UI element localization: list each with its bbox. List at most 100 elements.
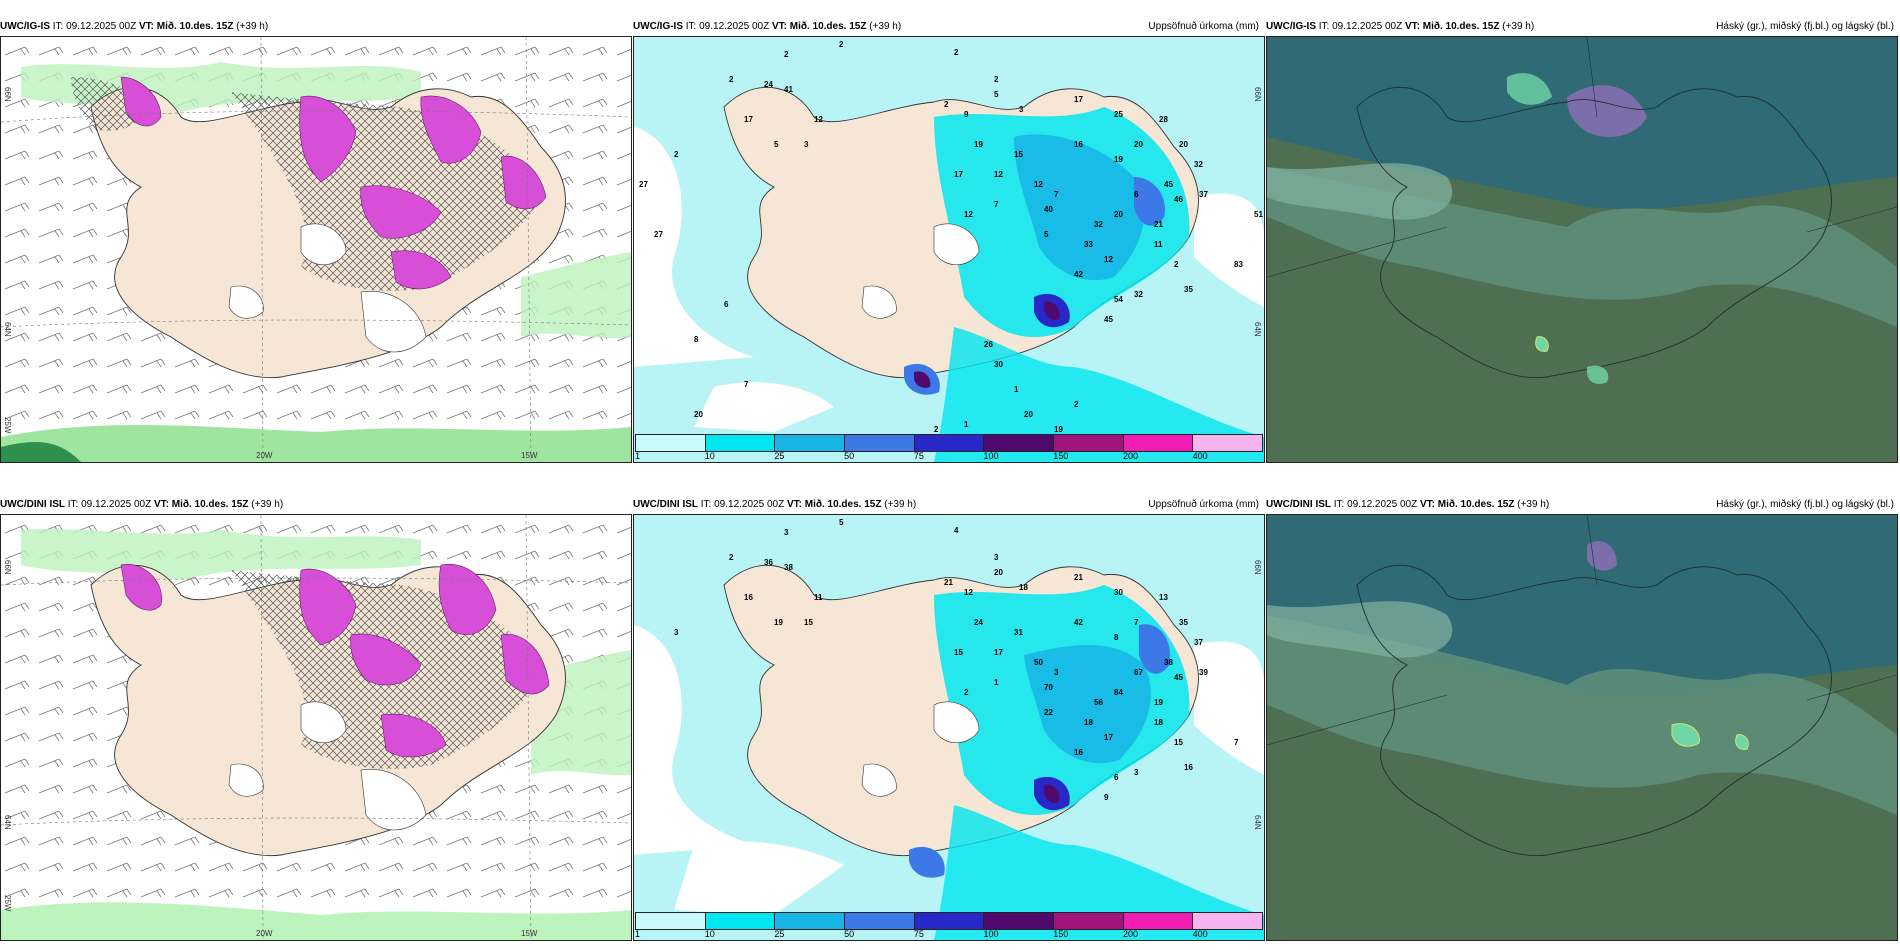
precip-value-label: 83 <box>1234 260 1243 269</box>
colorbar-swatch <box>705 913 776 929</box>
colorbar-swatch <box>1123 435 1194 451</box>
precip-value-label: 8 <box>1114 633 1119 642</box>
precip-value-label: 84 <box>1114 688 1123 697</box>
precip-value-label: 15 <box>954 648 963 657</box>
precip-value-label: 17 <box>1074 95 1083 104</box>
colorbar <box>635 434 1263 452</box>
lat-label-64n: 64N <box>3 322 12 337</box>
precip-value-label: 5 <box>774 140 779 149</box>
precip-value-label: 19 <box>774 618 783 627</box>
precip-value-label: 1 <box>1014 385 1019 394</box>
precip-value-label: 7 <box>1234 738 1239 747</box>
precip-value-label: 18 <box>1084 718 1093 727</box>
precip-value-label: 16 <box>744 593 753 602</box>
precip-value-label: 2 <box>944 100 949 109</box>
precip-value-label: 12 <box>964 210 973 219</box>
precip-value-label: 1 <box>994 678 999 687</box>
snow-heavy-areas <box>120 563 550 758</box>
precip-value-label: 21 <box>944 578 953 587</box>
valid-time: Mið. 10.des. 15Z <box>156 21 234 32</box>
cloud-high-area <box>1567 85 1647 137</box>
precip-value-label: 17 <box>744 115 753 124</box>
precip-value-label: 9 <box>964 110 969 119</box>
model-name: UWC/IG-IS <box>0 21 50 32</box>
cloud-map-1[interactable] <box>1266 36 1898 463</box>
glacier-white <box>300 223 347 265</box>
graticule <box>1 515 631 940</box>
cloud-svg-1 <box>1267 37 1897 462</box>
precip-value-label: 3 <box>1054 668 1059 677</box>
precip-value-label: 17 <box>954 170 963 179</box>
precip-value-label: 16 <box>1074 748 1083 757</box>
precip-value-label: 32 <box>1134 290 1143 299</box>
precip-value-label: 2 <box>934 425 939 434</box>
precip-value-label: 3 <box>784 528 789 537</box>
precip-value-label: 54 <box>1114 295 1123 304</box>
precip-value-label: 15 <box>804 618 813 627</box>
precip-value-label: 28 <box>1159 115 1168 124</box>
precip-value-label: 17 <box>1104 733 1113 742</box>
precip-value-label: 42 <box>1074 618 1083 627</box>
precip-value-label: 3 <box>804 140 809 149</box>
precip-value-label: 18 <box>1154 718 1163 727</box>
precip-value-label: 35 <box>1184 285 1193 294</box>
title-row-1-panel-1: UWC/IG-IS IT: 09.12.2025 00Z VT: Mið. 10… <box>0 18 630 36</box>
precip-map-2[interactable]: 5 3 4 3 2 3 36 38 16 11 19 15 21 12 20 18 24 31 15 17 21 30 42… <box>633 514 1265 941</box>
title-row-1-panel-2: UWC/IG-IS IT: 09.12.2025 00Z VT: Mið. 10… <box>633 18 1263 36</box>
precip-value-label: 45 <box>1104 315 1113 324</box>
precip-value-label: 2 <box>729 75 734 84</box>
lat-label-64n-right: 64N <box>1253 322 1262 337</box>
precip-value-label: 2 <box>674 150 679 159</box>
precip-value-label: 20 <box>694 410 703 419</box>
precip-value-label: 19 <box>1154 698 1163 707</box>
precip-value-label: 7 <box>1054 190 1059 199</box>
cloud-map-2[interactable] <box>1266 514 1898 941</box>
precip-value-label: 2 <box>1174 260 1179 269</box>
precip-value-label: 3 <box>1134 768 1139 777</box>
precip-value-label: 37 <box>1194 638 1203 647</box>
precip-value-label: 8 <box>694 335 699 344</box>
precip-value-label: 41 <box>784 85 793 94</box>
colorbar-swatch <box>636 913 706 929</box>
precip-value-label: 30 <box>994 360 1003 369</box>
precip-value-label: 40 <box>1044 205 1053 214</box>
precip-value-label: 37 <box>1199 190 1208 199</box>
precip-value-label: 26 <box>984 340 993 349</box>
title-row-1-panel-3: UWC/IG-IS IT: 09.12.2025 00Z VT: Mið. 10… <box>1266 18 1898 36</box>
precip-value-label: 16 <box>1074 140 1083 149</box>
precip-value-label: 13 <box>1159 593 1168 602</box>
precip-value-label: 46 <box>1174 195 1183 204</box>
wind-snow-svg-1 <box>1 37 631 462</box>
precip-value-label: 3 <box>674 628 679 637</box>
colorbar-swatch <box>1193 435 1263 451</box>
precip-map-1[interactable]: 2 2 2 2 2 2 24 41 17 12 5 3 2 9 5 3 19 15 17 12 17 25 16 19 20 28… <box>633 36 1265 463</box>
wind-snow-map-2[interactable]: 66N 64N 25W 20W 15W <box>0 514 632 941</box>
precip-value-label: 9 <box>1104 793 1109 802</box>
precip-value-label: 27 <box>654 230 663 239</box>
precip-value-label: 7 <box>744 380 749 389</box>
colorbar-swatch <box>705 435 776 451</box>
precip-value-label: 24 <box>974 618 983 627</box>
lat-label-66n-right: 66N <box>1253 87 1262 102</box>
valid-label: VT: <box>138 21 154 32</box>
precip-value-label: 30 <box>1114 588 1123 597</box>
precip-value-label: 24 <box>764 80 773 89</box>
colorbar-swatch <box>845 913 915 929</box>
precip-value-label: 12 <box>1104 255 1113 264</box>
lon-label-20w: 20W <box>256 451 273 460</box>
precip-value-label: 45 <box>1164 180 1173 189</box>
precip-value-label: 32 <box>1094 220 1103 229</box>
wind-snow-map-1[interactable]: 66N 64N 25W 20W 15W <box>0 36 632 463</box>
precip-value-label: 5 <box>839 518 844 527</box>
precip-value-label: 7 <box>994 200 999 209</box>
precip-value-label: 51 <box>1254 210 1263 219</box>
lon-label-25w: 25W <box>3 417 12 434</box>
precip-value-label: 2 <box>954 48 959 57</box>
title-row-2-panel-2: UWC/DINI ISL IT: 09.12.2025 00Z VT: Mið.… <box>633 499 1259 510</box>
precip-value-label: 1 <box>964 420 969 429</box>
precip-value-label: 2 <box>784 50 789 59</box>
precip-value-label: 45 <box>1174 673 1183 682</box>
